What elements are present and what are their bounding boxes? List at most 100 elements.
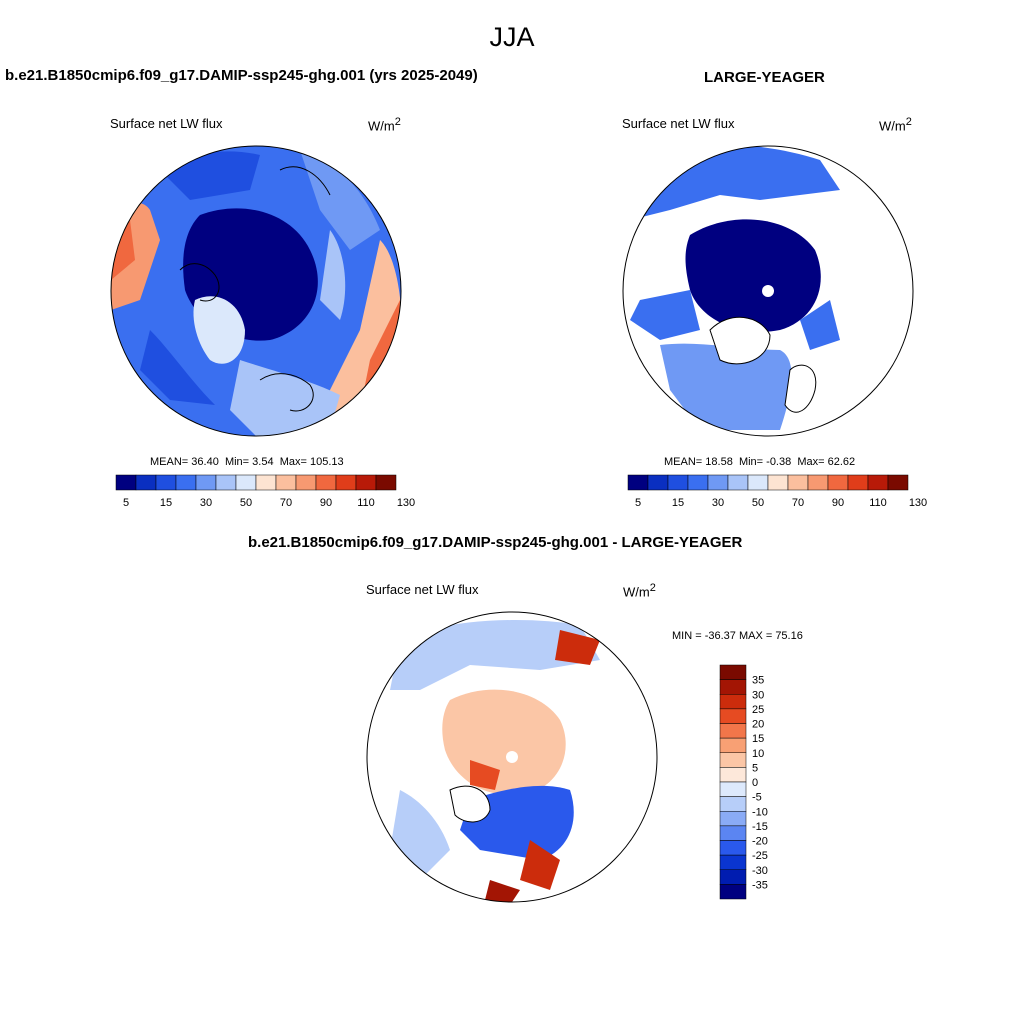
panel1-colorbar-bin <box>175 474 197 491</box>
panel1-patch-ne <box>300 150 380 250</box>
panel3-colorbar-bin <box>719 884 747 900</box>
panel3-colorbar-tick: 5 <box>752 762 758 774</box>
panel3-colorbar-tick: -5 <box>752 792 762 804</box>
panel3-colorbar-tick: 0 <box>752 777 758 789</box>
panel2-colorbar-bin <box>727 474 749 491</box>
panel3-colorbar-tick: -10 <box>752 806 768 818</box>
panel3-colorbar-bin <box>719 796 747 812</box>
panel3-map <box>367 612 657 902</box>
panel2-ocean-e <box>800 300 840 350</box>
panel2-land-s <box>784 364 817 413</box>
panel1-colorbar-bin <box>335 474 357 491</box>
panel3-colorbar-tick: -30 <box>752 865 768 877</box>
panel1-boundary <box>110 145 402 437</box>
panel2-colorbar-tick: 30 <box>712 497 724 509</box>
panel2-title: LARGE-YEAGER <box>704 69 825 86</box>
panel2-colorbar-bin <box>767 474 789 491</box>
panel1-colorbar-tick: 110 <box>357 497 375 509</box>
panel2-colorbar-bin <box>687 474 709 491</box>
panel1-title: b.e21.B1850cmip6.f09_g17.DAMIP-ssp245-gh… <box>5 67 478 84</box>
panel2-colorbar-bin <box>787 474 809 491</box>
panel2-pole-hole <box>762 285 774 297</box>
panel3-warm-ne <box>555 630 600 665</box>
panel1-colorbar-tick: 130 <box>397 497 415 509</box>
panel1-coast-2 <box>179 263 220 302</box>
panel3-colorbar-bin <box>719 869 747 885</box>
panel1-colorbar-tick: 50 <box>240 497 252 509</box>
panel1-units: W/m2 <box>368 116 401 134</box>
panel3-colorbar-tick: 20 <box>752 719 764 731</box>
panel3-colorbar-tick: -25 <box>752 850 768 862</box>
panel1-colorbar-bin <box>355 474 377 491</box>
panel2-boundary <box>622 145 914 437</box>
panel1-colorbar-tick: 90 <box>320 497 332 509</box>
panel1-colorbar-bin <box>375 474 397 491</box>
panel3-title: b.e21.B1850cmip6.f09_g17.DAMIP-ssp245-gh… <box>248 534 743 551</box>
panel3-colorbar-tick: 15 <box>752 733 764 745</box>
panel1-colorbar-bin <box>295 474 317 491</box>
panel3-colorbar-bin <box>719 723 747 739</box>
panel1-colorbar-bin <box>275 474 297 491</box>
panel1-colorbar-bin <box>255 474 277 491</box>
panel3-colorbar-tick: 10 <box>752 748 764 760</box>
panel3-boundary <box>366 611 658 903</box>
panel3-colorbar-bin <box>719 811 747 827</box>
panel2-ocean-s <box>660 343 792 430</box>
panel2-colorbar-bin <box>807 474 829 491</box>
panel2-map <box>623 146 913 436</box>
panel3-colorbar-bin <box>719 781 747 797</box>
panel3-warm-s <box>485 880 520 902</box>
panel1-colorbar-bin <box>155 474 177 491</box>
panel2-colorbar-tick: 50 <box>752 497 764 509</box>
panel3-warm-se <box>520 840 560 890</box>
panel2-colorbar-tick: 110 <box>869 497 887 509</box>
panel2-greenland <box>709 316 771 365</box>
panel2-stats: MEAN= 18.58 Min= -0.38 Max= 62.62 <box>664 456 856 468</box>
panel1-patch-sw <box>140 330 215 405</box>
panel1-colorbar-tick: 5 <box>123 497 129 509</box>
panel1-greenland <box>193 296 245 364</box>
panel3-colorbar-bin <box>719 679 747 695</box>
panel1-variable: Surface net LW flux <box>110 116 223 131</box>
panel2-colorbar-bin <box>827 474 849 491</box>
panel3-colorbar-bin <box>719 708 747 724</box>
panel3-colorbar-tick: -15 <box>752 821 768 833</box>
panel1-colorbar-tick: 15 <box>160 497 172 509</box>
panel2-colorbar-tick: 90 <box>832 497 844 509</box>
panel3-colorbar-tick: -35 <box>752 879 768 891</box>
panel3-colorbar: 35 30 25 20 15 10 5 0 -5 -10 -15 -20 -25 -30 -35 <box>719 664 768 900</box>
panel2-colorbar-tick: 130 <box>909 497 927 509</box>
panel2-colorbar-bin <box>887 474 909 491</box>
panel2-variable: Surface net LW flux <box>622 116 735 131</box>
panel3-variable: Surface net LW flux <box>366 582 479 597</box>
panel3-colorbar-tick: 35 <box>752 675 764 687</box>
panel1-colorbar-bin <box>235 474 257 491</box>
panel3-minmax: MIN = -36.37 MAX = 75.16 <box>672 630 803 642</box>
panel1-colorbar-bin <box>315 474 337 491</box>
panel1-colorbar-bin <box>115 474 137 491</box>
panel2-ocean-w <box>630 290 700 340</box>
panel2-colorbar-tick: 5 <box>635 497 641 509</box>
panel3-greenland <box>449 785 491 823</box>
panel2-units: W/m2 <box>879 116 912 134</box>
panel3-colorbar-tick: 30 <box>752 689 764 701</box>
panel3-colorbar-bin <box>719 854 747 870</box>
panel3-warm-spot <box>470 760 500 790</box>
panel1-patch-s <box>230 360 340 436</box>
panel2-colorbar-bin <box>707 474 729 491</box>
panel2-colorbar-bin <box>647 474 669 491</box>
panel2-colorbar-tick: 70 <box>792 497 804 509</box>
panel2-colorbar-bin <box>867 474 889 491</box>
panel3-colorbar-tick: -20 <box>752 836 768 848</box>
panel3-colorbar-bin <box>719 752 747 768</box>
panel3-colorbar-bin <box>719 840 747 856</box>
figure-title: JJA <box>489 22 535 52</box>
panel3-colorbar-bin <box>719 825 747 841</box>
panel1-colorbar-tick: 70 <box>280 497 292 509</box>
panel1-colorbar-bin <box>215 474 237 491</box>
panel1-colorbar-bin <box>135 474 157 491</box>
panel3-colorbar-bin <box>719 767 747 783</box>
panel3-pole-hole <box>506 751 518 763</box>
panel2-colorbar-bin <box>747 474 769 491</box>
